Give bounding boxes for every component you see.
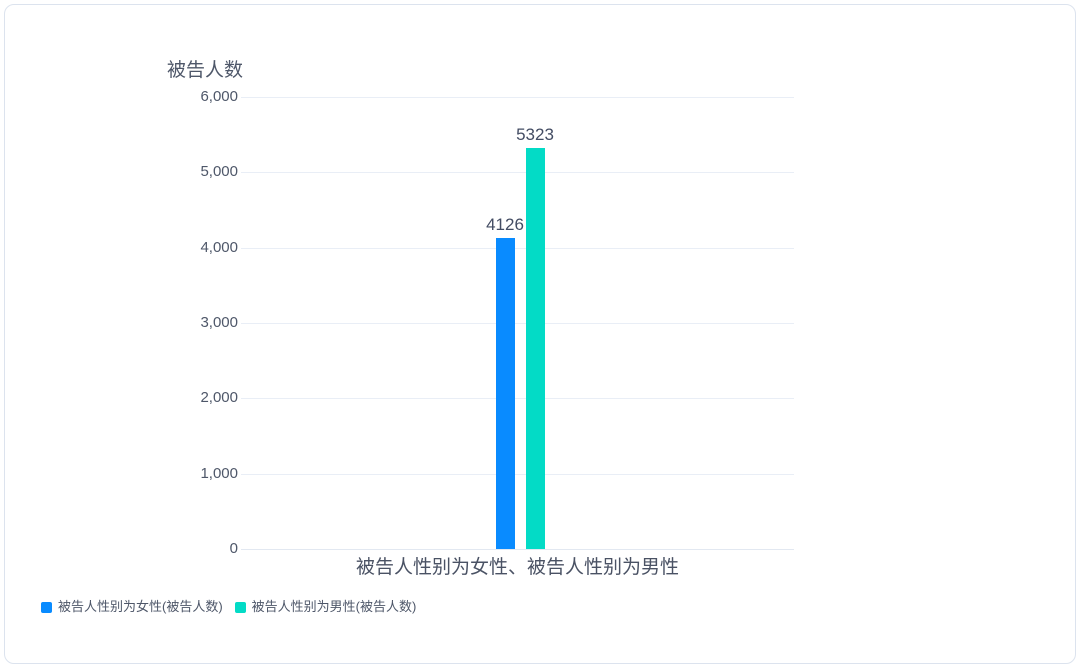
gridline (241, 473, 794, 475)
legend-swatch-icon (234, 601, 246, 613)
gridline (241, 247, 794, 249)
y-axis-title: 被告人数 (167, 60, 244, 81)
gridline (241, 97, 794, 98)
legend: 被告人性别为女性(被告人数) 被告人性别为男性(被告人数) (41, 599, 416, 615)
y-tick-label: 2,000 (200, 389, 238, 407)
bar-value-label: 5323 (516, 125, 554, 144)
y-tick-label: 6,000 (200, 88, 238, 105)
bar-value-label: 4126 (486, 215, 524, 235)
y-tick-label: 3,000 (200, 314, 238, 331)
y-tick-label: 5,000 (200, 163, 238, 181)
legend-item-0[interactable]: 被告人性别为女性(被告人数) (41, 599, 223, 615)
y-tick-label: 0 (229, 540, 238, 557)
plot-area: 4126 5323 (241, 97, 794, 550)
legend-item-1[interactable]: 被告人性别为男性(被告人数) (234, 599, 417, 615)
chart-card: 被告人数 6,000 5,000 4,000 3,000 2,000 1,000 0 412… (4, 4, 1076, 664)
bar-series-0[interactable] (495, 238, 515, 549)
gridline (241, 323, 794, 324)
bar-series-1[interactable] (525, 148, 545, 549)
gridline (241, 398, 794, 400)
legend-item-label: 被告人性别为男性(被告人数) (251, 599, 417, 614)
legend-swatch-icon (41, 601, 52, 613)
legend-item-label: 被告人性别为女性(被告人数) (58, 599, 223, 614)
y-tick-label: 4,000 (200, 238, 238, 256)
x-axis-line (241, 549, 794, 550)
gridline (241, 172, 794, 174)
x-axis-category-label: 被告人性别为女性、被告人性别为男性 (355, 557, 679, 578)
y-tick-label: 1,000 (200, 464, 238, 482)
